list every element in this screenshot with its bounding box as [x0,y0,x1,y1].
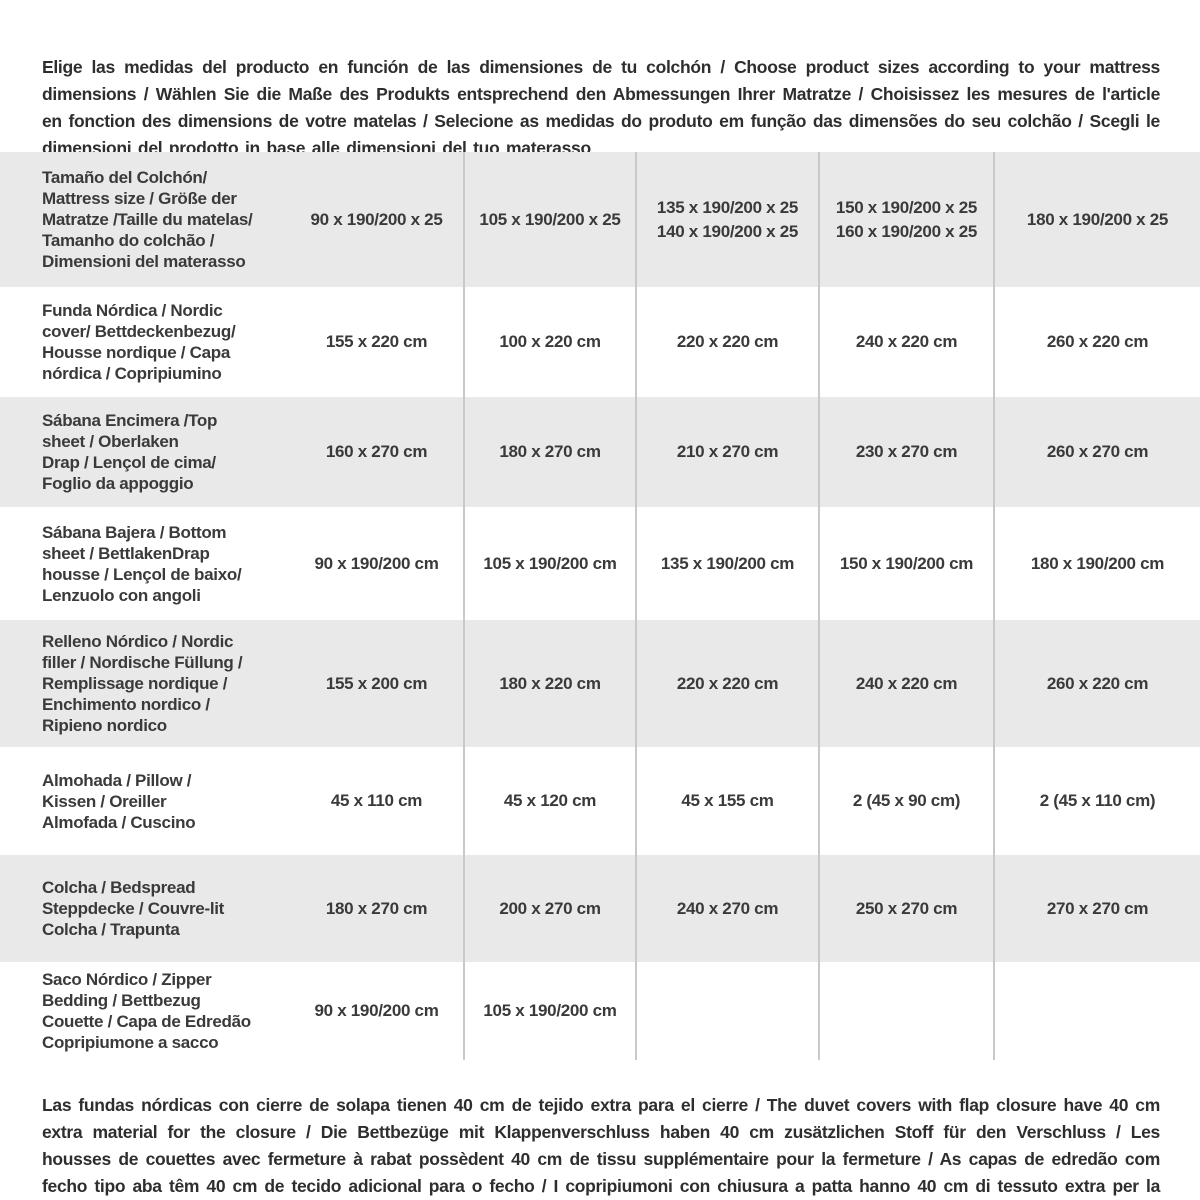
row-label: Colcha / Bedspread Steppdecke / Couvre-l… [0,855,290,962]
row-label: Relleno Nórdico / Nordic filler / Nordis… [0,620,290,747]
table-cell: 220 x 220 cm [637,287,820,397]
row-label: Funda Nórdica / Nordic cover/ Bettdecken… [0,287,290,397]
table-cell: 155 x 220 cm [290,287,465,397]
table-row-top-sheet: Sábana Encimera /Top sheet / Oberlaken D… [0,397,1200,507]
table-cell: 260 x 220 cm [995,287,1200,397]
table-row-nordic-cover: Funda Nórdica / Nordic cover/ Bettdecken… [0,287,1200,397]
table-row-nordic-filler: Relleno Nórdico / Nordic filler / Nordis… [0,620,1200,747]
table-row-zipper-bedding: Saco Nórdico / Zipper Bedding / Bettbezu… [0,962,1200,1060]
row-label: Almohada / Pillow / Kissen / Oreiller Al… [0,747,290,855]
table-cell [995,962,1200,1060]
table-cell: 230 x 270 cm [820,397,995,507]
table-cell: 260 x 220 cm [995,620,1200,747]
table-cell: 220 x 220 cm [637,620,820,747]
table-cell: 45 x 120 cm [465,747,637,855]
table-cell: 105 x 190/200 cm [465,507,637,620]
table-cell: 270 x 270 cm [995,855,1200,962]
intro-text: Elige las medidas del producto en funció… [42,56,1160,158]
row-label: Sábana Encimera /Top sheet / Oberlaken D… [0,397,290,507]
table-cell: 90 x 190/200 cm [290,962,465,1060]
table-cell: 180 x 270 cm [465,397,637,507]
table-cell [637,962,820,1060]
table-cell: 45 x 110 cm [290,747,465,855]
table-cell: 240 x 270 cm [637,855,820,962]
table-row-pillow: Almohada / Pillow / Kissen / Oreiller Al… [0,747,1200,855]
table-cell: 200 x 270 cm [465,855,637,962]
table-cell: 240 x 220 cm [820,287,995,397]
table-cell: 150 x 190/200 cm [820,507,995,620]
table-row-bedspread: Colcha / Bedspread Steppdecke / Couvre-l… [0,855,1200,962]
header-col-size-150-160: 150 x 190/200 x 25 160 x 190/200 x 25 [820,152,995,287]
footnote-text: Las fundas nórdicas con cierre de solapa… [42,1094,1160,1196]
table-header-row: Tamaño del Colchón/ Mattress size / Größ… [0,152,1200,287]
table-cell [820,962,995,1060]
table-cell: 250 x 270 cm [820,855,995,962]
header-col-size-105: 105 x 190/200 x 25 [465,152,637,287]
header-label-mattress-size: Tamaño del Colchón/ Mattress size / Größ… [0,152,290,287]
row-label: Saco Nórdico / Zipper Bedding / Bettbezu… [0,962,290,1060]
table-cell: 2 (45 x 110 cm) [995,747,1200,855]
header-col-size-180: 180 x 190/200 x 25 [995,152,1200,287]
table-cell: 90 x 190/200 cm [290,507,465,620]
table-cell: 240 x 220 cm [820,620,995,747]
table-cell: 260 x 270 cm [995,397,1200,507]
table-cell: 105 x 190/200 cm [465,962,637,1060]
table-cell: 45 x 155 cm [637,747,820,855]
header-col-size-135-140: 135 x 190/200 x 25 140 x 190/200 x 25 [637,152,820,287]
table-cell: 180 x 270 cm [290,855,465,962]
table-cell: 180 x 220 cm [465,620,637,747]
table-cell: 210 x 270 cm [637,397,820,507]
table-cell: 100 x 220 cm [465,287,637,397]
size-table: Tamaño del Colchón/ Mattress size / Größ… [0,152,1200,1060]
table-cell: 2 (45 x 90 cm) [820,747,995,855]
table-cell: 155 x 200 cm [290,620,465,747]
header-col-size-90: 90 x 190/200 x 25 [290,152,465,287]
table-cell: 180 x 190/200 cm [995,507,1200,620]
table-cell: 160 x 270 cm [290,397,465,507]
table-cell: 135 x 190/200 cm [637,507,820,620]
row-label: Sábana Bajera / Bottom sheet / Bettlaken… [0,507,290,620]
table-row-bottom-sheet: Sábana Bajera / Bottom sheet / Bettlaken… [0,507,1200,620]
